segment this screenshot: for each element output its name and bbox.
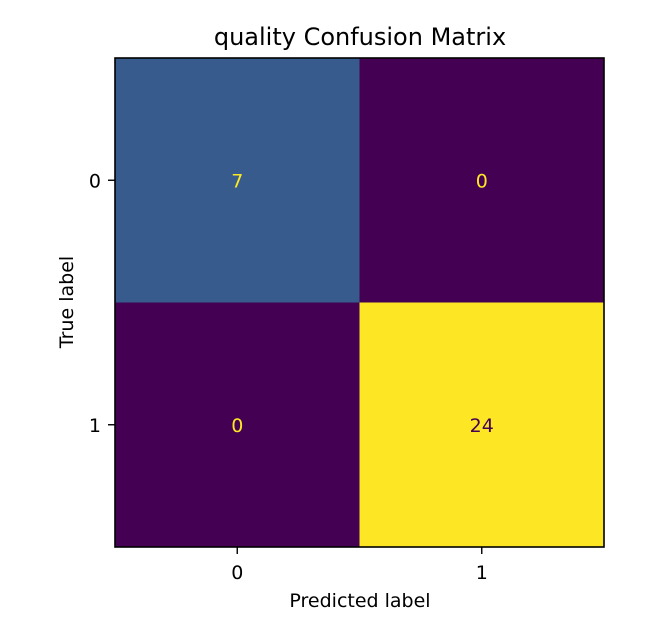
heatmap-cell-r0-c1 xyxy=(359,58,605,303)
x-tick-label-0: 0 xyxy=(231,562,243,584)
cell-value-labels: 7 0 0 24 xyxy=(231,170,494,437)
heatmap-cell-r1-c1 xyxy=(359,302,605,548)
cell-value-r1-c0: 0 xyxy=(231,415,243,437)
heatmap-cell-r1-c0 xyxy=(115,302,360,548)
x-axis-label: Predicted label xyxy=(289,590,430,612)
y-tick-label-1: 1 xyxy=(89,415,101,437)
cell-value-r0-c0: 7 xyxy=(231,170,243,192)
heatmap-cell-r0-c0 xyxy=(115,58,360,303)
x-tick-label-1: 1 xyxy=(476,562,488,584)
chart-title: quality Confusion Matrix xyxy=(214,23,506,51)
y-tick-label-0: 0 xyxy=(89,170,101,192)
plot-frame xyxy=(114,57,605,548)
y-axis-ticks: 01 xyxy=(89,170,115,437)
y-axis-label: True label xyxy=(56,256,78,349)
cell-value-r0-c1: 0 xyxy=(476,170,488,192)
heatmap-cells xyxy=(115,58,605,548)
cell-value-r1-c1: 24 xyxy=(470,415,494,437)
